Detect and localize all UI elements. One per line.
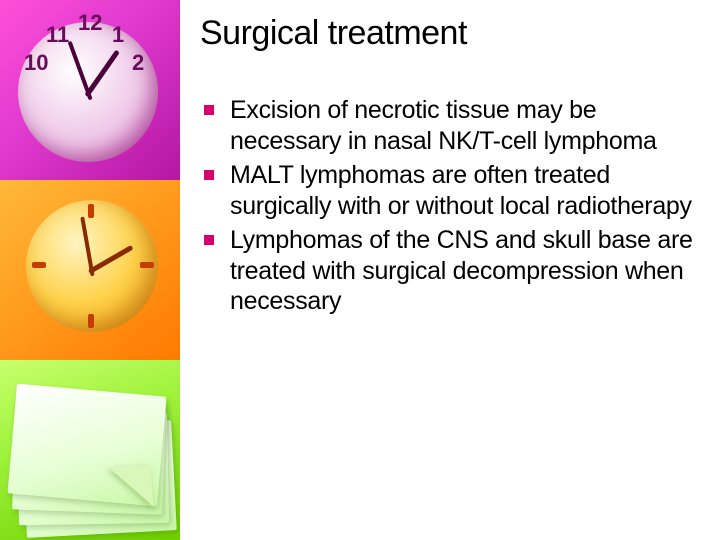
paper-stack-tile <box>0 360 180 540</box>
bullet-text: Lymphomas of the CNS and skull base are … <box>230 226 693 315</box>
paper-fold <box>109 465 154 510</box>
bullet-marker-icon <box>204 235 214 245</box>
bullet-text: MALT lymphomas are often treated surgica… <box>230 161 692 220</box>
clock-tick <box>88 204 94 218</box>
bullet-marker-icon <box>204 105 214 115</box>
list-item: MALT lymphomas are often treated surgica… <box>200 160 700 221</box>
slide-content: Surgical treatment Excision of necrotic … <box>200 0 700 540</box>
slide-title: Surgical treatment <box>200 14 700 53</box>
bullet-list: Excision of necrotic tissue may be neces… <box>200 95 700 317</box>
bullet-marker-icon <box>204 170 214 180</box>
clock-tick <box>32 262 46 268</box>
decorative-sidebar: 12 1 2 11 10 <box>0 0 180 540</box>
clock-numeral: 10 <box>24 50 48 76</box>
list-item: Excision of necrotic tissue may be neces… <box>200 95 700 156</box>
list-item: Lymphomas of the CNS and skull base are … <box>200 225 700 317</box>
clock-numeral: 12 <box>78 10 102 36</box>
clock-orange-tile <box>0 180 180 360</box>
clock-numeral: 1 <box>112 22 124 48</box>
clock-numeral: 11 <box>46 22 69 48</box>
bullet-text: Excision of necrotic tissue may be neces… <box>230 96 657 155</box>
clock-numeral: 2 <box>132 50 144 76</box>
clock-magenta-tile: 12 1 2 11 10 <box>0 0 180 180</box>
clock-tick <box>88 314 94 328</box>
clock-tick <box>140 262 154 268</box>
